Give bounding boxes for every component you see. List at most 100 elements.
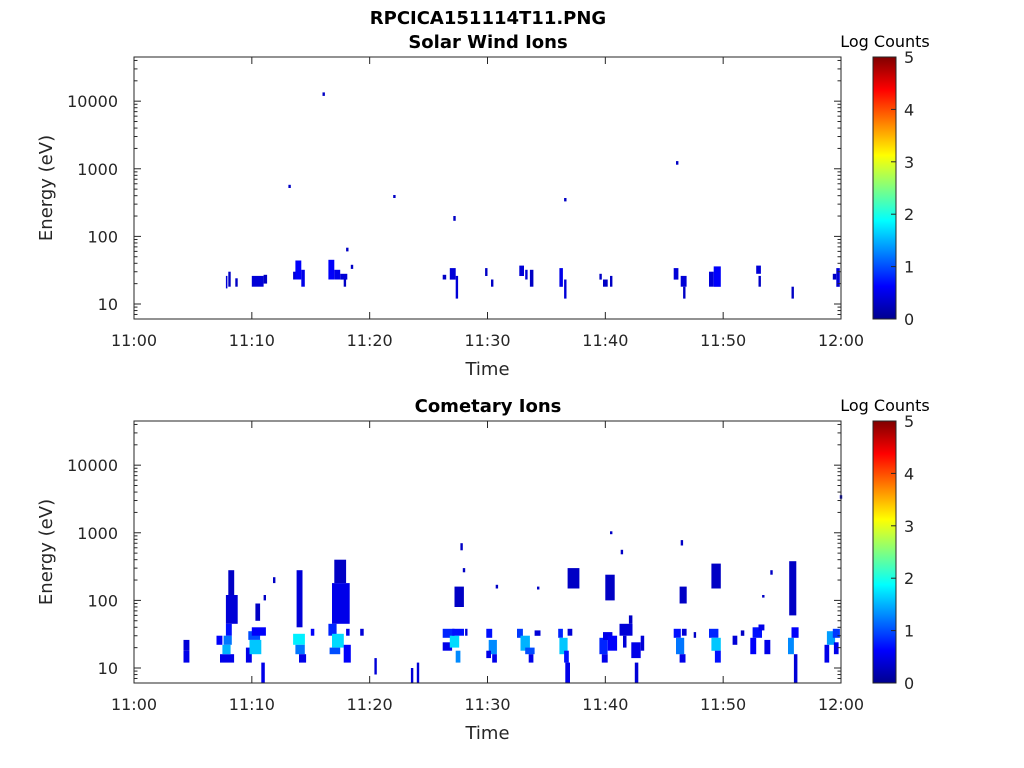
spectrogram-cell	[528, 654, 534, 663]
spectrogram-cell	[791, 627, 799, 638]
x-axis-label: Time	[464, 359, 509, 380]
spectrogram-cell	[488, 639, 497, 655]
spectrogram-cell	[788, 637, 794, 655]
spectrogram-cell	[537, 586, 540, 590]
spectrogram-cell	[603, 279, 608, 287]
x-tick-label: 11:50	[700, 331, 746, 350]
spectrogram-cell	[758, 275, 761, 287]
spectrogram-cell	[567, 568, 580, 589]
spectrogram-cell	[564, 650, 569, 663]
spectrogram-cell	[770, 570, 773, 575]
spectrogram-cell	[676, 637, 685, 655]
spectrogram-cell	[296, 570, 303, 628]
x-tick-label: 12:00	[818, 695, 864, 714]
spectrogram-cell	[607, 635, 618, 651]
spectrogram-cell	[750, 637, 757, 655]
spectrogram-cell	[732, 635, 738, 645]
spectrogram-cell	[299, 654, 307, 663]
spectrogram-cell	[255, 603, 261, 621]
solar-wind-panel: Solar Wind Ions 11:00 11:10 11:20 11:30 11:4…	[36, 32, 930, 380]
spectrogram-cell	[628, 615, 633, 624]
spectrogram-cell	[340, 273, 348, 280]
spectrogram-cell	[836, 268, 840, 287]
figure-title: RPCICA151114T11.PNG	[370, 8, 606, 29]
spectrogram-cell	[791, 286, 794, 299]
spectrogram-cell	[623, 635, 627, 648]
spectrogram-cell	[328, 259, 335, 280]
spectrogram-cell	[486, 650, 491, 659]
colorbar-tick-label: 5	[904, 412, 914, 431]
spectrogram-cell	[631, 642, 641, 659]
spectrogram-cell	[564, 198, 567, 202]
colorbar-tick-label: 0	[904, 674, 914, 693]
spectrogram-cell	[634, 662, 639, 683]
spectrogram-cell	[610, 531, 613, 535]
spectrogram-cell	[495, 584, 499, 589]
spectrogram-cell	[455, 650, 461, 663]
spectrogram-cell	[332, 633, 344, 648]
spectrogram-cell	[826, 631, 836, 645]
spectrogram-cell	[310, 628, 315, 636]
spectrogram-cell	[756, 265, 761, 274]
spectrogram-cell	[565, 662, 570, 683]
spectrogram-cell	[673, 268, 679, 280]
spectrogram-cell	[601, 654, 608, 663]
spectrogram-cell	[251, 627, 266, 636]
spectrogram-cell	[758, 624, 765, 631]
spectrogram-cell	[683, 286, 686, 299]
x-tick-label: 11:30	[464, 331, 510, 350]
colorbar-tick-label: 4	[904, 100, 914, 119]
spectrogram-cell	[235, 278, 238, 287]
spectrogram-cell	[709, 628, 719, 638]
spectrogram-cell	[245, 647, 252, 663]
colorbar-tick-label: 1	[904, 258, 914, 277]
spectrogram-cell	[711, 563, 721, 589]
colorbar-tick-label: 3	[904, 153, 914, 172]
spectrogram-cell	[449, 635, 460, 648]
spectrogram-cell	[558, 628, 563, 638]
colorbar-gradient	[872, 420, 897, 684]
spectrogram-cell	[679, 586, 687, 604]
spectrogram-cell	[455, 275, 459, 299]
colorbar-tick-label: 0	[904, 310, 914, 329]
spectrogram-cell	[559, 637, 568, 655]
y-tick-label: 1000	[77, 524, 118, 543]
spectrogram-cell	[520, 635, 530, 651]
colorbar-tick-label: 2	[904, 205, 914, 224]
panel-title: Cometary Ions	[415, 396, 562, 417]
spectrogram-cell	[228, 570, 235, 596]
x-axis-label: Time	[464, 723, 509, 744]
x-tick-label: 11:10	[229, 331, 275, 350]
colorbar-tick-label: 5	[904, 48, 914, 67]
spectrogram-cell	[346, 247, 349, 252]
spectrogram-cell	[640, 635, 645, 651]
spectrogram-cell	[709, 271, 714, 287]
spectrogram-cell	[225, 623, 232, 636]
spectrogram-cell	[442, 628, 455, 638]
colorbar-tick-label: 4	[904, 464, 914, 483]
spectrogram-cell	[350, 264, 354, 269]
colorbar-tick-label: 2	[904, 569, 914, 588]
y-tick-label: 100	[87, 591, 118, 610]
spectrogram-cell	[517, 628, 523, 638]
spectrogram-cell	[329, 647, 341, 655]
spectrogram-cell	[393, 195, 396, 198]
spectrogram-cell	[619, 623, 633, 636]
spectrogram-cell	[453, 216, 456, 221]
spectrogram-cell	[449, 268, 456, 280]
colorbar-label: Log Counts	[840, 32, 930, 51]
spectrogram-cell	[222, 644, 231, 655]
spectrogram-cell	[673, 628, 681, 638]
spectrogram-cells	[225, 92, 840, 299]
spectrogram-cell	[295, 644, 305, 655]
colorbar-tick-label: 1	[904, 622, 914, 641]
y-tick-label: 10000	[67, 92, 118, 111]
spectrogram-cell	[460, 543, 463, 551]
spectrogram-cell	[711, 637, 721, 651]
axis-ticks: 11:00 11:10 11:20 11:30 11:40 11:50 12:00 10 100…	[67, 57, 864, 350]
x-tick-label: 11:10	[229, 695, 275, 714]
spectrogram-cell	[832, 628, 840, 638]
spectrogram-cell	[346, 628, 350, 636]
spectrogram-cell	[681, 628, 687, 636]
